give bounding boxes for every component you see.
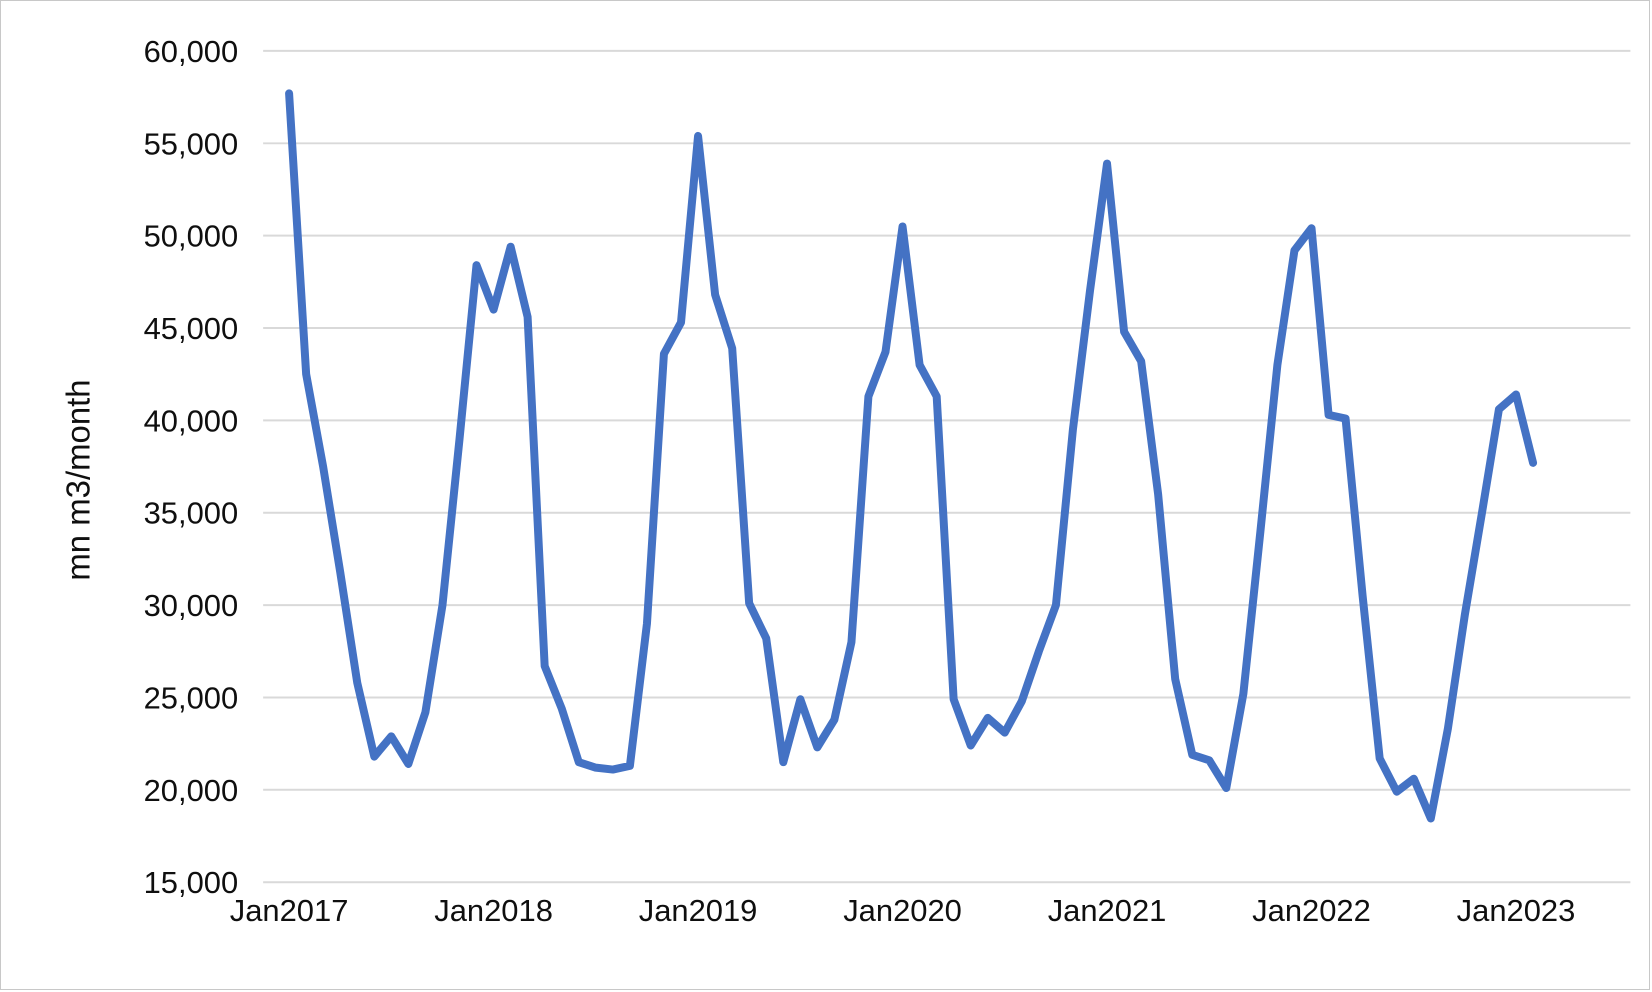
y-axis-tick-labels: 60,000 55,000 50,000 45,000 40,000 35,000 30,0… — [144, 34, 239, 900]
x-tick-label: Jan2019 — [639, 893, 758, 928]
x-tick-label: Jan2022 — [1252, 893, 1371, 928]
gridlines — [263, 49, 1631, 884]
x-tick-label: Jan2017 — [230, 893, 349, 928]
x-tick-label: Jan2018 — [434, 893, 553, 928]
y-tick-label: 40,000 — [144, 403, 239, 438]
y-tick-label: 20,000 — [144, 773, 239, 808]
y-tick-label: 60,000 — [144, 34, 239, 69]
y-axis-title: mn m3/month — [59, 379, 96, 580]
x-tick-label: Jan2020 — [843, 893, 962, 928]
x-tick-label: Jan2021 — [1048, 893, 1167, 928]
y-tick-label: 50,000 — [144, 219, 239, 254]
y-tick-label: 55,000 — [144, 126, 239, 161]
y-tick-label: 45,000 — [144, 311, 239, 346]
y-tick-label: 30,000 — [144, 588, 239, 623]
x-axis-tick-labels: Jan2017 Jan2018 Jan2019 Jan2020 Jan2021 Jan20… — [230, 893, 1576, 928]
data-line — [285, 89, 1538, 823]
y-tick-label: 25,000 — [144, 680, 239, 715]
y-axis-title-group: mn m3/month — [59, 379, 96, 580]
data-series — [285, 89, 1538, 823]
x-tick-label: Jan2023 — [1457, 893, 1576, 928]
y-tick-label: 15,000 — [144, 865, 239, 900]
y-tick-label: 35,000 — [144, 496, 239, 531]
